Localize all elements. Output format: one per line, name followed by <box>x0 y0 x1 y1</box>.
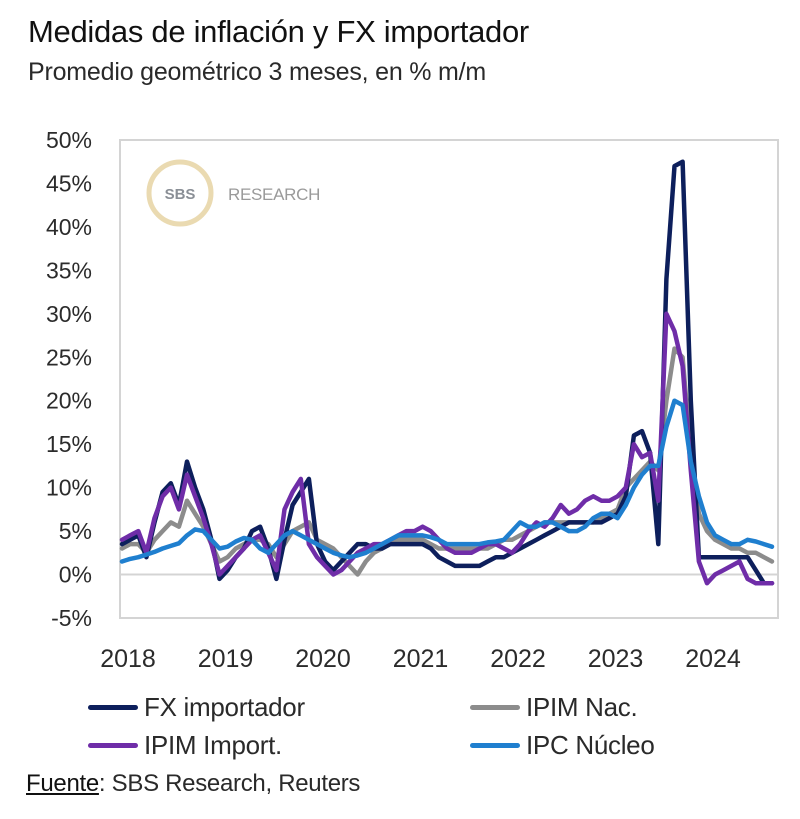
y-tick-label: 40% <box>46 214 92 240</box>
watermark-logo: SBS RESEARCH <box>146 159 320 227</box>
legend-label: IPC Núcleo <box>526 730 655 760</box>
legend-swatch <box>470 743 520 748</box>
y-tick-label: 30% <box>46 301 92 327</box>
plot-frame <box>119 139 779 619</box>
source-note: Fuente: SBS Research, Reuters <box>26 770 360 798</box>
logo-ring-icon <box>146 159 214 227</box>
y-tick-label: 35% <box>46 257 92 283</box>
x-tick-label: 2020 <box>295 645 351 673</box>
y-tick-label: 50% <box>46 127 92 153</box>
legend-item-ipim-nac: IPIM Nac. <box>470 692 638 723</box>
logo-text: RESEARCH <box>228 185 320 204</box>
series-layer <box>119 159 775 586</box>
legend-item-fx-importador: FX importador <box>88 692 305 723</box>
logo-badge: SBS <box>165 186 196 203</box>
y-tick-label: 10% <box>46 475 92 501</box>
x-axis: 2018 2019 2020 2021 2022 2023 2024 <box>100 645 741 673</box>
x-tick-label: 2022 <box>490 645 546 673</box>
legend-swatch <box>470 705 520 710</box>
x-tick-label: 2024 <box>685 645 741 673</box>
legend-item-ipc-nucleo: IPC Núcleo <box>470 730 655 761</box>
y-tick-label: 5% <box>59 518 92 544</box>
line-chart: 50%45%40%35%30%25%20%15%10%5%0%-5% 2018 2… <box>46 127 779 673</box>
legend-swatch <box>88 705 138 710</box>
y-tick-label: -5% <box>51 605 92 631</box>
x-tick-label: 2019 <box>198 645 254 673</box>
chart-title: Medidas de inflación y FX importador <box>28 14 529 49</box>
x-tick-label: 2023 <box>588 645 644 673</box>
legend-swatch <box>88 743 138 748</box>
series-line-ipim-import <box>119 311 775 586</box>
series-line-fx-importador <box>119 159 775 586</box>
y-axis: 50% 45% 40% 35% 30% 25% 20% 15% 10% 5% 0% -5% <box>46 127 92 631</box>
y-tick-label: 0% <box>59 562 92 588</box>
chart-subtitle: Promedio geométrico 3 meses, en % m/m <box>28 58 487 86</box>
legend-label: IPIM Import. <box>144 730 282 760</box>
x-tick-label: 2018 <box>100 645 156 673</box>
legend-item-ipim-import: IPIM Import. <box>88 730 282 761</box>
source-text: : SBS Research, Reuters <box>98 770 361 797</box>
series-line-ipc-n-cleo <box>119 398 775 564</box>
y-tick-label: 45% <box>46 170 92 196</box>
legend-label: IPIM Nac. <box>526 692 638 722</box>
legend-label: FX importador <box>144 692 305 722</box>
source-label: Fuente <box>26 770 99 797</box>
y-tick-label: 15% <box>46 431 92 457</box>
y-tick-label: 25% <box>46 344 92 370</box>
legend: FX importador IPIM Nac. IPIM Import. IPC… <box>0 688 800 768</box>
series-line-ipim-nac <box>119 346 775 577</box>
y-tick-label: 20% <box>46 388 92 414</box>
x-tick-label: 2021 <box>393 645 449 673</box>
